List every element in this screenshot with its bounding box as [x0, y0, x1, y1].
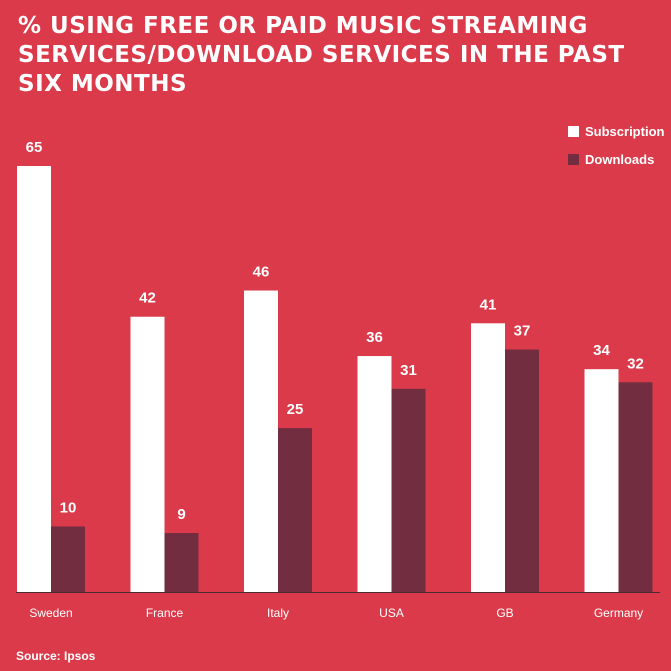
x-tick-label-usa: USA	[379, 606, 404, 620]
data-label-subscription-usa: 36	[366, 329, 383, 346]
bar-downloads-gb	[505, 349, 539, 592]
bar-subscription-usa	[357, 356, 392, 592]
bar-subscription-italy	[244, 290, 278, 592]
data-label-subscription-france: 42	[139, 290, 156, 307]
data-label-downloads-sweden: 10	[60, 499, 77, 516]
x-tick-label-italy: Italy	[267, 606, 289, 620]
source-note: Source: Ipsos	[16, 649, 96, 663]
bar-subscription-sweden	[17, 166, 51, 592]
chart-title: % USING FREE OR PAID MUSIC STREAMING SER…	[18, 13, 625, 97]
bar-downloads-sweden	[51, 526, 85, 592]
legend-label-downloads: Downloads	[585, 151, 655, 167]
bar-downloads-italy	[278, 428, 312, 592]
data-label-downloads-germany: 32	[627, 355, 644, 372]
x-tick-label-sweden: Sweden	[29, 606, 72, 620]
legend-label-subscription: Subscription	[585, 123, 665, 139]
data-label-downloads-france: 9	[177, 506, 185, 523]
data-label-subscription-gb: 41	[480, 296, 497, 313]
legend: Subscription Downloads	[568, 117, 664, 173]
legend-swatch-downloads	[568, 153, 579, 165]
data-label-downloads-gb: 37	[514, 323, 531, 340]
x-tick-label-france: France	[146, 606, 184, 620]
data-label-subscription-sweden: 65	[26, 139, 43, 156]
data-label-subscription-germany: 34	[593, 342, 610, 359]
x-tick-label-gb: GB	[496, 606, 513, 620]
data-label-downloads-usa: 31	[400, 362, 417, 379]
legend-item-subscription: Subscription	[568, 117, 664, 145]
bar-subscription-france	[130, 316, 165, 592]
data-label-subscription-italy: 46	[253, 264, 270, 281]
bar-downloads-usa	[391, 388, 426, 592]
bar-subscription-germany	[584, 369, 619, 592]
bar-subscription-gb	[471, 323, 505, 592]
legend-swatch-subscription	[568, 125, 579, 137]
bar-downloads-france	[164, 533, 199, 592]
bar-downloads-germany	[618, 382, 653, 592]
legend-item-downloads: Downloads	[568, 145, 664, 173]
x-tick-label-germany: Germany	[594, 606, 643, 620]
data-label-downloads-italy: 25	[287, 401, 304, 418]
